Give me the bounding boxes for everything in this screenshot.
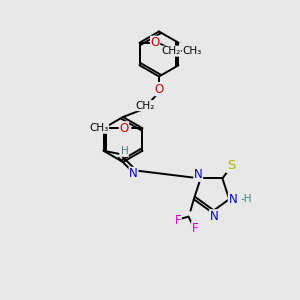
Text: N: N [129, 167, 138, 180]
Text: O: O [151, 36, 160, 49]
Text: N: N [194, 168, 203, 182]
Text: CH₃: CH₃ [89, 123, 109, 133]
Text: F: F [175, 214, 181, 227]
Text: F: F [192, 221, 198, 235]
Text: O: O [154, 82, 164, 96]
Text: CH₃: CH₃ [182, 46, 201, 56]
Text: CH₂: CH₂ [161, 46, 180, 56]
Text: H: H [121, 146, 128, 156]
Text: N: N [228, 193, 237, 206]
Text: CH₂: CH₂ [135, 100, 154, 111]
Text: N: N [209, 210, 218, 223]
Text: O: O [119, 122, 128, 135]
Text: S: S [226, 159, 235, 172]
Text: -H: -H [241, 194, 252, 204]
